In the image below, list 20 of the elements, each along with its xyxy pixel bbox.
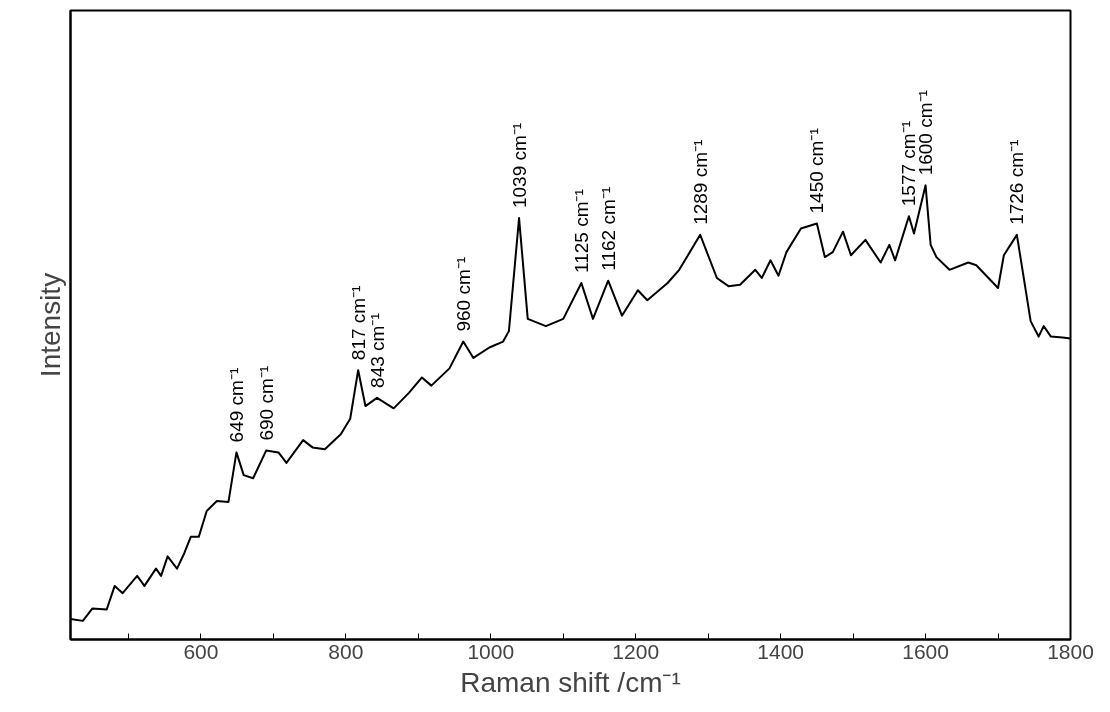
annotation: 960 cm⁻¹ [452, 256, 474, 332]
annotation: 1450 cm⁻¹ [806, 128, 828, 214]
annotation: 817 cm⁻¹ [347, 285, 369, 361]
x-tick-label: 800 [328, 639, 364, 663]
annotation: 1125 cm⁻¹ [570, 189, 592, 273]
x-tick-label: 1800 [1047, 639, 1094, 663]
annotation: 1162 cm⁻¹ [597, 186, 619, 271]
x-tick-label: 1600 [902, 639, 949, 663]
x-tick-label: 1400 [757, 639, 805, 663]
x-tick-label: 600 [183, 639, 219, 663]
annotation: 843 cm⁻¹ [366, 313, 388, 388]
annotation: 1726 cm⁻¹ [1006, 139, 1028, 225]
annotation: 1289 cm⁻¹ [689, 139, 711, 225]
annotation: 1039 cm⁻¹ [508, 122, 530, 209]
x-axis-title: Raman shift /cm⁻¹ [460, 666, 681, 698]
x-tick-label: 1000 [467, 639, 515, 663]
annotation: 649 cm⁻¹ [225, 367, 247, 443]
x-tick-label: 1200 [612, 639, 660, 663]
y-axis-title: Intensity [34, 272, 66, 378]
annotation: 690 cm⁻¹ [255, 365, 277, 441]
